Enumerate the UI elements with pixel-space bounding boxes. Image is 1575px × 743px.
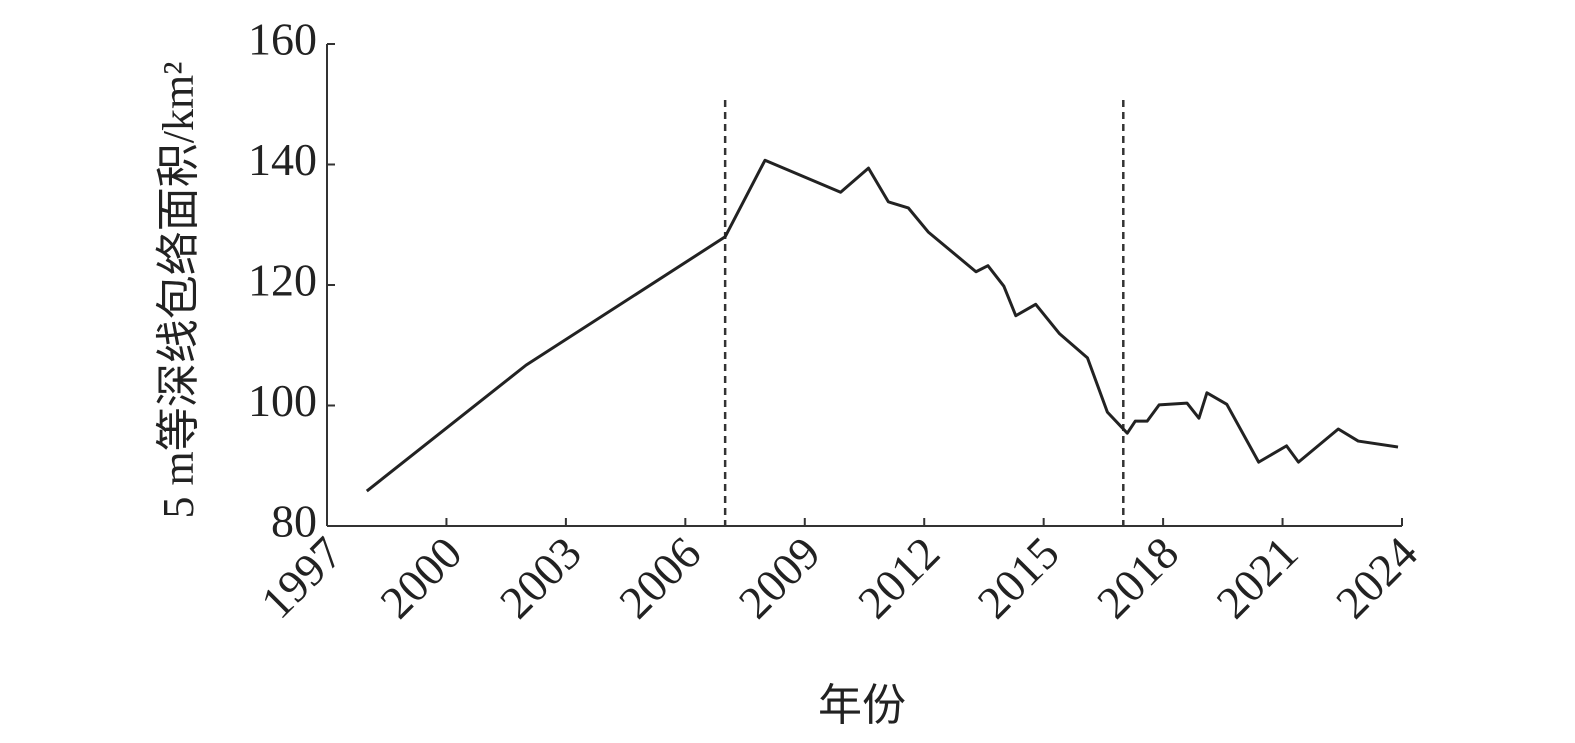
y-tick-label: 160 (248, 14, 317, 65)
x-tick-label: 2012 (848, 527, 949, 628)
x-tick-label: 2018 (1087, 527, 1188, 628)
x-tick-label: 2006 (609, 527, 710, 628)
x-tick-label: 1997 (251, 527, 352, 628)
x-tick-label: 2024 (1326, 527, 1427, 628)
y-tick-label: 120 (248, 255, 317, 306)
x-tick-label: 2000 (370, 527, 471, 628)
y-axis-title: 5 m等深线包络面积/km² (154, 62, 203, 519)
y-tick-label: 140 (248, 134, 317, 185)
y-tick-label: 80 (271, 496, 317, 547)
y-tick-label: 100 (248, 375, 317, 426)
x-tick-label: 2021 (1207, 527, 1308, 628)
x-axis-title: 年份 (818, 681, 906, 730)
x-tick-label: 2003 (490, 527, 591, 628)
x-tick-label: 2009 (729, 527, 830, 628)
x-tick-label: 2015 (968, 527, 1069, 628)
data-line (365, 158, 1399, 493)
